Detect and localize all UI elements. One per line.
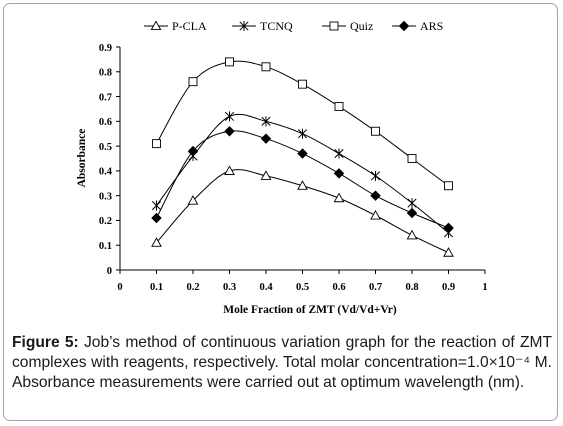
data-point-tcnq bbox=[334, 148, 344, 159]
series-tcnq bbox=[151, 111, 454, 238]
series-p-cla bbox=[151, 165, 454, 257]
y-ticks: 0 0.1 0.2 0.3 0.4 0.5 0.6 0.7 0.8 0.9 bbox=[99, 43, 120, 277]
data-point-quiz bbox=[188, 77, 198, 87]
data-point-ars bbox=[224, 126, 235, 137]
data-point-tcnq bbox=[261, 116, 271, 127]
data-point-quiz bbox=[444, 181, 453, 191]
data-point-p-cla bbox=[333, 192, 345, 203]
data-point-ars bbox=[187, 145, 199, 157]
data-point-tcnq bbox=[297, 128, 308, 139]
legend-label: P-CLA bbox=[172, 19, 207, 33]
data-point-p-cla bbox=[297, 180, 308, 190]
data-point-tcnq bbox=[224, 111, 235, 122]
legend-label: TCNQ bbox=[260, 19, 293, 33]
y-tick-label: 0 bbox=[107, 266, 112, 277]
legend-entry-tcnq: TCNQ bbox=[232, 19, 293, 33]
series-quiz bbox=[152, 57, 453, 191]
y-tick-label: 0.8 bbox=[99, 68, 112, 79]
data-point-quiz bbox=[225, 57, 234, 67]
data-point-ars bbox=[297, 148, 308, 159]
data-point-quiz bbox=[152, 139, 161, 149]
series-line-ars bbox=[156, 130, 449, 229]
legend-marker-ars bbox=[398, 20, 410, 32]
y-axis-label: Absorbance bbox=[76, 129, 88, 188]
y-tick-label: 0.5 bbox=[99, 142, 112, 153]
x-ticks: 0 0.1 0.2 0.3 0.4 0.5 0.6 0.7 0.8 0.9 1 bbox=[117, 270, 488, 293]
legend-marker-tcnq bbox=[239, 21, 249, 31]
legend-marker-quiz bbox=[329, 21, 339, 31]
x-tick-label: 0 bbox=[117, 282, 122, 293]
data-point-quiz bbox=[298, 79, 307, 89]
y-tick-label: 0.1 bbox=[99, 241, 112, 252]
x-tick-label: 0.7 bbox=[369, 282, 382, 293]
y-tick-label: 0.6 bbox=[99, 117, 112, 128]
x-tick-label: 0.6 bbox=[332, 282, 345, 293]
x-tick-label: 0.5 bbox=[296, 282, 309, 293]
legend-entry-p-cla: P-CLA bbox=[144, 19, 207, 33]
series-ars bbox=[151, 126, 454, 234]
data-point-ars bbox=[370, 190, 381, 201]
data-point-ars bbox=[406, 207, 418, 219]
y-tick-label: 0.3 bbox=[99, 191, 112, 202]
data-point-ars bbox=[443, 222, 454, 234]
legend-marker-p-cla bbox=[150, 20, 162, 31]
legend: P-CLA TCNQ Quiz ARS bbox=[144, 19, 443, 33]
series-group bbox=[151, 57, 454, 257]
figure-caption: Figure 5: Job’s method of continuous var… bbox=[12, 333, 552, 393]
x-tick-label: 0.3 bbox=[223, 282, 236, 293]
data-point-ars bbox=[151, 212, 162, 224]
figure-caption-text: Job’s method of continuous variation gra… bbox=[12, 334, 552, 391]
figure-label: Figure 5: bbox=[12, 334, 79, 351]
data-point-p-cla bbox=[187, 195, 199, 205]
data-point-p-cla bbox=[260, 170, 272, 180]
y-tick-label: 0.2 bbox=[99, 216, 112, 227]
data-point-p-cla bbox=[406, 229, 418, 240]
line-chart: P-CLA TCNQ Quiz ARS 00.10.20.30.40.50.60.70… bbox=[76, 19, 488, 316]
x-tick-label: 0.4 bbox=[259, 282, 273, 293]
data-point-quiz bbox=[407, 154, 417, 163]
data-point-tcnq bbox=[151, 200, 162, 211]
data-point-tcnq bbox=[370, 170, 381, 181]
data-point-p-cla bbox=[443, 247, 454, 257]
legend-entry-ars: ARS bbox=[392, 19, 443, 33]
data-point-tcnq bbox=[407, 198, 417, 209]
data-point-quiz bbox=[334, 102, 344, 111]
legend-label: Quiz bbox=[350, 19, 373, 33]
data-point-quiz bbox=[371, 126, 380, 136]
x-tick-label: 0.2 bbox=[186, 282, 199, 293]
data-point-ars bbox=[260, 133, 272, 144]
x-axis-label: Mole Fraction of ZMT (Vd/Vd+Vr) bbox=[223, 304, 397, 316]
data-point-quiz bbox=[261, 62, 271, 72]
x-tick-label: 0.9 bbox=[442, 282, 455, 293]
legend-entry-quiz: Quiz bbox=[322, 19, 373, 33]
x-tick-label: 1 bbox=[482, 282, 487, 293]
legend-label: ARS bbox=[420, 19, 443, 33]
data-point-p-cla bbox=[151, 237, 162, 247]
x-tick-label: 0.1 bbox=[150, 282, 163, 293]
x-tick-label: 0.8 bbox=[405, 282, 418, 293]
y-tick-label: 0.7 bbox=[99, 92, 112, 103]
data-point-p-cla bbox=[224, 165, 235, 175]
y-tick-label: 0.4 bbox=[99, 167, 113, 178]
data-point-p-cla bbox=[370, 209, 381, 220]
y-tick-label: 0.9 bbox=[99, 43, 112, 54]
data-point-ars bbox=[333, 168, 345, 179]
